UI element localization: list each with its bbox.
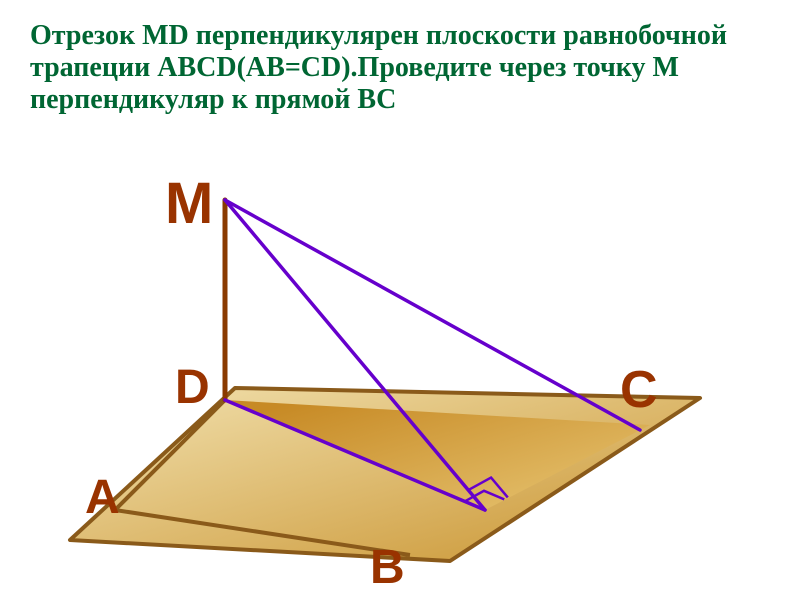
label-b: B xyxy=(370,540,405,595)
label-d: D xyxy=(175,360,210,415)
label-m: M xyxy=(165,170,213,237)
label-c: C xyxy=(620,360,658,420)
label-a: A xyxy=(85,470,120,525)
problem-statement: Отрезок MD перпендикулярен плоскости рав… xyxy=(30,20,770,117)
